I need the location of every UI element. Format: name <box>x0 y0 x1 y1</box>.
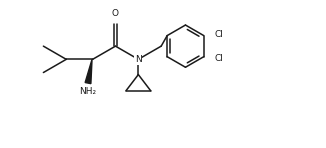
Text: O: O <box>112 9 119 18</box>
Text: NH₂: NH₂ <box>80 87 96 96</box>
Polygon shape <box>85 59 92 84</box>
Text: Cl: Cl <box>215 54 224 63</box>
Text: N: N <box>135 55 142 64</box>
Text: Cl: Cl <box>215 30 224 39</box>
